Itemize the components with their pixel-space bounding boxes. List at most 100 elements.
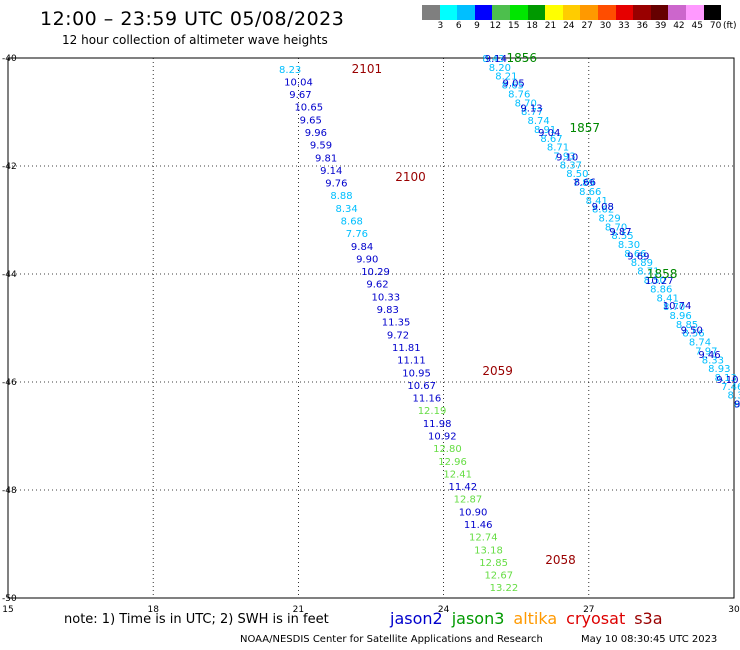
wave-height-label: 11.35 xyxy=(382,318,411,329)
map-frame xyxy=(7,57,735,599)
satellite-legend-item: altika xyxy=(513,609,558,628)
wave-height-label: 9.14 xyxy=(485,54,507,65)
wave-height-label: 10.67 xyxy=(407,381,436,392)
wave-height-label: 8.55 xyxy=(611,231,633,242)
page-title: 12:00 – 23:59 UTC 05/08/2023 xyxy=(40,8,345,30)
page-subtitle: 12 hour collection of altimeter wave hei… xyxy=(62,33,328,47)
colorbar-label: 45 xyxy=(691,21,704,31)
wave-height-label: 8.91 xyxy=(534,125,556,136)
wave-height-label: 8.70 xyxy=(515,98,537,109)
colorbar-label: 36 xyxy=(636,21,648,31)
wave-height-label: 8.50 xyxy=(644,276,666,287)
colorbar-swatch xyxy=(439,5,458,20)
colorbar-swatch xyxy=(562,5,581,20)
colorbar-labels: 3 6 9 12 15 18 21 24 27 30 33 36 39 42 45 70 xyxy=(422,21,734,35)
wave-height-label: 8.90 xyxy=(734,400,740,411)
wave-height-label: 9.10 xyxy=(716,375,738,386)
wave-height-label: 9.90 xyxy=(356,254,378,265)
wave-height-label: 8.20 xyxy=(489,63,511,74)
wave-height-label: 10.65 xyxy=(294,103,323,114)
colorbar-label: 42 xyxy=(673,21,685,31)
wave-height-label: 8.68 xyxy=(341,217,363,228)
colorbar-label: 33 xyxy=(618,21,630,31)
track-time-label: 2058 xyxy=(545,553,576,567)
colorbar-label: 9 xyxy=(474,21,480,31)
colorbar-label: 30 xyxy=(599,21,612,31)
wave-height-label: 8.86 xyxy=(650,284,672,295)
colorbar-label: 15 xyxy=(508,21,520,31)
wave-height-label: 10.74 xyxy=(663,301,692,312)
colorbar-swatch xyxy=(580,5,598,20)
wave-height-label: 9.59 xyxy=(310,141,332,152)
wave-height-label: 8.37 xyxy=(560,160,582,171)
wave-height-label: 9.08 xyxy=(592,202,614,213)
colorbar-swatch xyxy=(668,5,686,20)
wave-height-label: 7.97 xyxy=(695,346,717,357)
wave-height-label: 9.83 xyxy=(377,305,399,316)
wave-height-label: 9.04 xyxy=(538,128,560,139)
wave-height-label: 10.29 xyxy=(361,267,390,278)
wave-height-label: 8.74 xyxy=(689,338,711,349)
satellite-legend-item: jason3 xyxy=(451,609,505,628)
wave-height-label: 10.95 xyxy=(402,368,431,379)
colorbar-swatch xyxy=(509,5,528,20)
wave-height-label: 8.34 xyxy=(336,204,358,215)
wave-height-label: 9.62 xyxy=(366,280,388,291)
wave-height-label: 9.46 xyxy=(698,350,720,361)
wave-height-label: 9.96 xyxy=(305,128,327,139)
wave-height-label: 9.67 xyxy=(289,90,311,101)
wave-height-label: 10.92 xyxy=(428,431,457,442)
wave-height-label: 9.1 xyxy=(734,400,740,411)
colorbar-swatch xyxy=(545,5,563,20)
wave-height-label: 8.66 xyxy=(579,187,601,198)
colorbar-swatch xyxy=(457,5,475,20)
wave-height-label: 8.93 xyxy=(708,364,730,375)
wave-height-label: 12.96 xyxy=(438,457,467,468)
wave-height-label: 8.66 xyxy=(574,177,596,188)
lat-tick-label: -48 xyxy=(2,486,17,496)
wave-height-label: 11.46 xyxy=(464,520,493,531)
wave-height-label: 9.14 xyxy=(320,166,342,177)
wave-height-label: 8.71 xyxy=(637,267,659,278)
wave-height-label: 9.50 xyxy=(681,326,703,337)
wave-height-label: 8.74 xyxy=(527,116,549,127)
wave-height-label: 9.05 xyxy=(503,79,525,90)
wave-height-label: 9.81 xyxy=(315,153,337,164)
wave-height-label: 10.33 xyxy=(371,292,400,303)
wave-height-label: 9.69 xyxy=(627,251,649,262)
wave-height-label: 10.90 xyxy=(459,507,488,518)
colorbar-label: 18 xyxy=(526,21,538,31)
wave-height-label: 8.70 xyxy=(663,302,685,313)
wave-height-label: 8.43 xyxy=(482,54,504,65)
colorbar-label: 12 xyxy=(489,21,502,31)
colorbar-swatch xyxy=(703,5,722,20)
colorbar-unit: (ft) xyxy=(723,21,737,31)
satellite-legend-item: jason2 xyxy=(390,609,443,628)
wave-height-label: 7.76 xyxy=(346,229,368,240)
track-time-label: 2059 xyxy=(482,364,513,378)
wave-height-label: 12.80 xyxy=(433,444,462,455)
wave-height-label: 11.81 xyxy=(392,343,421,354)
wave-height-label: 8.33 xyxy=(702,355,724,366)
wave-height-label: 8.70 xyxy=(605,222,627,233)
wave-height-label: 8.29 xyxy=(598,214,620,225)
track-time-label: 1858 xyxy=(647,267,678,281)
wave-height-label: 8.30 xyxy=(618,240,640,251)
wave-height-label: 13.18 xyxy=(474,545,503,556)
lat-tick-label: -40 xyxy=(2,54,17,64)
wave-height-label: 9.87 xyxy=(609,227,631,238)
wave-height-label: 12.67 xyxy=(484,571,513,582)
lon-tick-label: 21 xyxy=(293,605,304,615)
colorbar-swatch xyxy=(422,5,440,20)
wave-height-label: 7.93 xyxy=(553,151,575,162)
wave-height-label: 8.56 xyxy=(682,329,704,340)
wave-height-label: 12.87 xyxy=(454,495,483,506)
satellite-legend-item: s3a xyxy=(634,609,663,628)
wave-height-label: 8.41 xyxy=(657,293,679,304)
colorbar-label: 24 xyxy=(563,21,575,31)
wave-height-label: 8.23 xyxy=(279,65,301,76)
colorbar-label: 39 xyxy=(654,21,667,31)
lon-tick-label: 30 xyxy=(728,605,740,615)
wave-height-label: 8.65 xyxy=(502,81,524,92)
